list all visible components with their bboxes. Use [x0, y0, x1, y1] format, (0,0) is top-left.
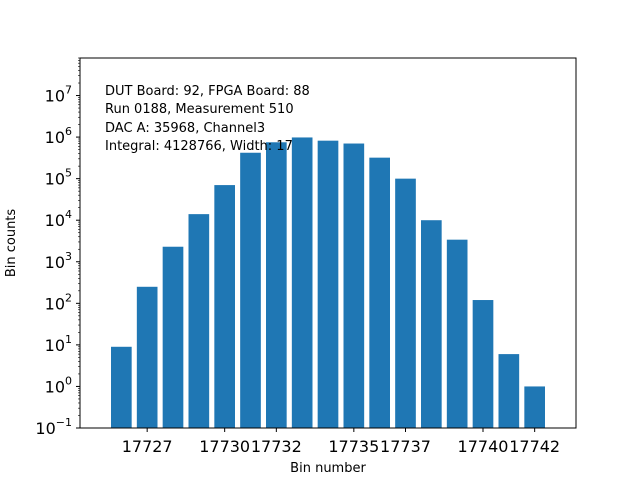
y-tick-label: 103	[45, 250, 72, 272]
bar	[214, 185, 235, 428]
y-tick-label: 107	[45, 84, 72, 106]
y-tick-label: 102	[45, 291, 72, 313]
y-tick-label: 10−1	[35, 416, 72, 438]
x-axis-ticks: 17727 17730 17732 17735 17737 17740 17742	[122, 428, 560, 456]
x-tick-label: 17742	[509, 437, 560, 456]
bar	[446, 239, 468, 428]
x-tick-label: 17732	[251, 437, 302, 456]
plot-frame	[79, 57, 577, 429]
annotation-block: DUT Board: 92, FPGA Board: 88 Run 0188, …	[105, 84, 310, 154]
x-axis-label: Bin number	[290, 461, 366, 476]
bar	[266, 142, 287, 428]
bar	[291, 137, 313, 428]
y-tick-label: 100	[45, 374, 72, 396]
annotation-line-3: DAC A: 35968, Channel3	[105, 121, 265, 136]
x-tick-label: 17737	[380, 437, 431, 456]
x-tick-label: 17727	[122, 437, 173, 456]
bar	[240, 152, 261, 428]
bar	[317, 140, 339, 428]
bar	[524, 386, 545, 428]
bar	[188, 214, 210, 428]
bar	[472, 300, 494, 428]
annotation-line-2: Run 0188, Measurement 510	[105, 102, 294, 117]
bar	[343, 143, 365, 428]
x-tick-label: 17730	[199, 437, 250, 456]
bar	[498, 354, 520, 428]
y-axis-ticks: 10−1 100 101 102 103 104 105 106 107	[35, 57, 80, 438]
bar	[162, 246, 184, 428]
bar	[421, 220, 442, 428]
y-tick-label: 104	[45, 208, 72, 230]
annotation-line-4: Integral: 4128766, Width: 17	[105, 139, 293, 154]
y-tick-label: 105	[45, 167, 72, 189]
bar	[369, 157, 390, 429]
x-tick-label: 17735	[328, 437, 379, 456]
bar	[136, 286, 158, 428]
y-axis-label: Bin counts	[4, 209, 19, 278]
y-tick-label: 101	[45, 333, 72, 355]
x-tick-label: 17740	[458, 437, 509, 456]
bars-group	[111, 137, 545, 429]
y-tick-label: 106	[45, 125, 72, 147]
bar	[395, 178, 416, 428]
annotation-line-1: DUT Board: 92, FPGA Board: 88	[105, 84, 310, 99]
bar	[111, 346, 132, 428]
